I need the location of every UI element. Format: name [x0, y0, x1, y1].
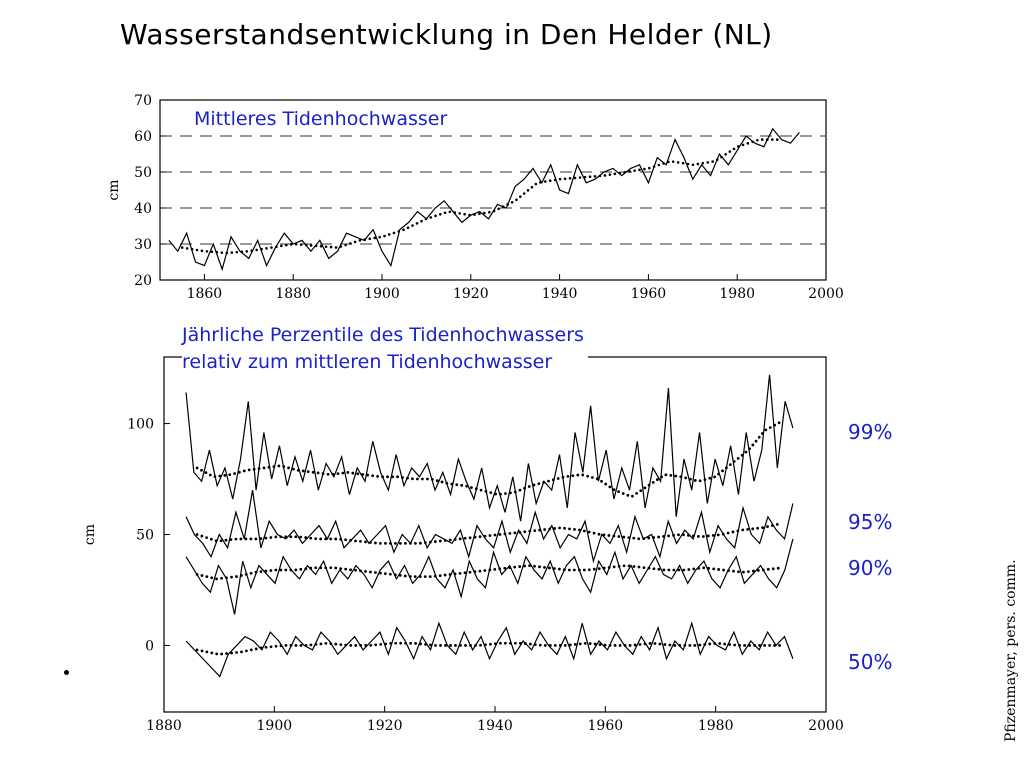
x-tick-label: 1960: [631, 286, 667, 302]
smoothed-percentile-line: [195, 564, 784, 581]
x-tick-label: 1940: [542, 286, 578, 302]
x-tick-label: 1900: [364, 286, 400, 302]
y-tick-label: 0: [145, 638, 154, 654]
x-tick-label: 1920: [453, 286, 489, 302]
y-axis-label: cm: [106, 179, 122, 200]
annual-series-line: [168, 127, 800, 272]
page-title: Wasserstandsentwicklung in Den Helder (N…: [120, 18, 773, 51]
annual-percentile-line: [185, 621, 794, 678]
x-tick-label: 1880: [146, 718, 182, 734]
y-tick-label: 20: [134, 273, 152, 289]
chart-perzentile: 0 50 100 1880 1900 1920 1940 1960 1980 2000 cm: [82, 356, 844, 734]
y-tick-label: 30: [134, 237, 152, 253]
label-50-percent: 50%: [848, 650, 893, 674]
chart1-title: Mittleres Tidenhochwasser: [192, 108, 450, 130]
y-tick-label: 70: [134, 93, 152, 109]
y-tick-label: 50: [134, 165, 152, 181]
x-tick-label: 2000: [808, 718, 844, 734]
x-tick-label: 1980: [698, 718, 734, 734]
credit-note: Pfizenmayer, pers. comm.: [1003, 559, 1019, 742]
smoothed-percentile-line: [195, 419, 784, 499]
y-tick-label: 40: [134, 201, 152, 217]
x-tick-label: 1900: [257, 718, 293, 734]
x-tick-label: 1960: [588, 718, 624, 734]
bullet-dot: [64, 670, 69, 675]
x-tick-label: 1880: [275, 286, 311, 302]
annual-percentile-line: [185, 374, 794, 522]
x-tick-label: 1940: [477, 718, 513, 734]
smoothed-percentile-line: [195, 522, 784, 545]
label-90-percent: 90%: [848, 556, 893, 580]
y-tick-label: 50: [136, 528, 154, 544]
smoothed-series-line: [180, 138, 783, 255]
plot-frame: [159, 99, 827, 281]
chart2-title-line: relativ zum mittleren Tidenhochwasser: [182, 351, 553, 373]
chart2-title-line: Jährliche Perzentile des Tidenhochwasser…: [182, 324, 584, 346]
annual-percentile-line: [185, 538, 794, 615]
smoothed-percentile-line: [195, 641, 784, 656]
y-axis-label: cm: [82, 524, 98, 545]
y-tick-label: 60: [134, 129, 152, 145]
chart2-title: Jährliche Perzentile des Tidenhochwasser…: [182, 322, 588, 376]
label-99-percent: 99%: [848, 420, 893, 444]
chart-mittleres-tidenhochwasser: 20 30 40 50 60 70 1860 1880 1900 1920 1940 1960 1980…: [106, 93, 844, 302]
x-tick-label: 1860: [187, 286, 223, 302]
annual-percentile-line: [185, 490, 794, 564]
label-95-percent: 95%: [848, 510, 893, 534]
x-tick-label: 1980: [719, 286, 755, 302]
x-tick-label: 1920: [367, 718, 403, 734]
y-tick-label: 100: [127, 417, 154, 433]
x-tick-label: 2000: [808, 286, 844, 302]
